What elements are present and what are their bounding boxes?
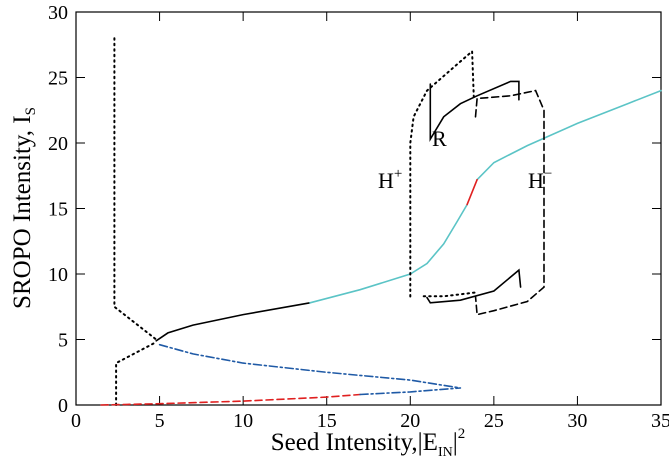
series-line — [113, 37, 158, 406]
x-label-after: | — [453, 429, 458, 456]
annotation: R — [432, 126, 447, 151]
x-tick-label: 20 — [400, 410, 420, 432]
series-line — [155, 302, 311, 342]
x-tick-label: 10 — [233, 410, 253, 432]
series-line — [426, 80, 522, 304]
y-tick-label: 25 — [48, 68, 68, 90]
y-label-text: SROPO Intensity, I — [9, 115, 36, 309]
y-tick-label: 20 — [48, 133, 68, 155]
x-tick-label: 15 — [317, 410, 337, 432]
x-label-sub: IN — [438, 445, 453, 460]
series-line — [309, 89, 662, 304]
annotation-text: H — [378, 168, 394, 193]
y-tick-label: 10 — [48, 264, 68, 286]
y-axis-label: SROPO Intensity, IS — [9, 107, 39, 309]
x-label-sup: 2 — [458, 426, 466, 442]
annotation-text: H — [528, 168, 544, 193]
annotation: H− — [528, 166, 552, 193]
series-line — [409, 49, 479, 302]
annotation: H+ — [378, 166, 402, 193]
y-tick-label: 5 — [58, 330, 68, 352]
series-line — [466, 178, 478, 206]
annotation-text: R — [432, 126, 447, 151]
series-line — [158, 343, 462, 396]
x-axis-label: Seed Intensity,|EIN|2 — [271, 426, 466, 460]
x-tick-label: 35 — [651, 410, 669, 432]
annotation-sup: − — [544, 166, 552, 182]
y-tick-label: 30 — [48, 2, 68, 24]
x-tick-label: 30 — [567, 410, 587, 432]
x-label-text: Seed Intensity,|E — [271, 429, 438, 456]
series-line — [100, 393, 361, 406]
x-tick-label: 25 — [484, 410, 504, 432]
series-line — [474, 89, 545, 316]
annotation-sup: + — [394, 166, 402, 182]
x-tick-label: 0 — [71, 410, 81, 432]
y-tick-label: 0 — [58, 395, 68, 417]
y-label-sub: S — [23, 107, 39, 115]
y-tick-label: 15 — [48, 199, 68, 221]
x-tick-label: 5 — [155, 410, 165, 432]
